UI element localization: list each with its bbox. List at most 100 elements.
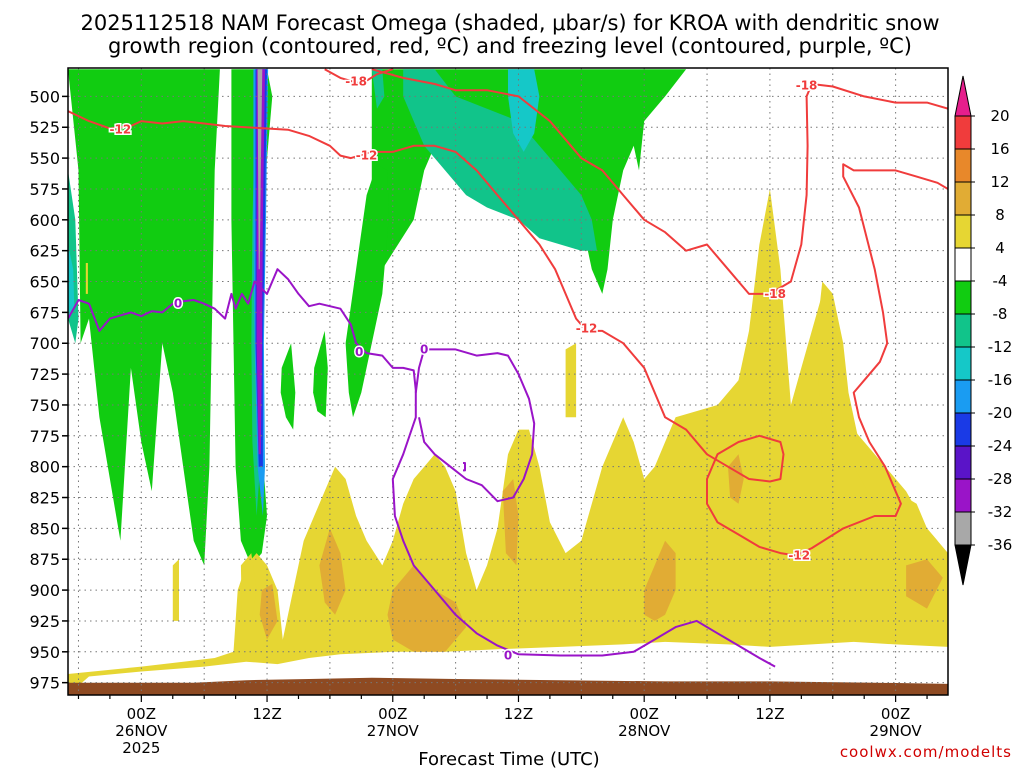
positive-omega-region-4 xyxy=(240,553,257,621)
omega-region-14 xyxy=(508,69,540,152)
freezing-contour-line-2 xyxy=(414,348,536,503)
terrain-group xyxy=(68,677,948,695)
positive-omega-region-8 xyxy=(502,479,519,566)
colorbar-bin-8 xyxy=(954,379,972,414)
y-tick-label-875: 875 xyxy=(29,550,60,569)
terrain-fill xyxy=(68,677,948,695)
y-tick-label-850: 850 xyxy=(29,519,60,538)
dendritic-contour-label-2: -18 xyxy=(764,287,786,301)
y-tick-label-575: 575 xyxy=(29,180,60,199)
x-tick-date-4: 28NOV xyxy=(618,722,671,740)
credit-text: coolwx.com/modelts xyxy=(840,743,1012,761)
freezing-contour-label-3: 0 xyxy=(504,649,512,663)
dendritic-contour-line-1 xyxy=(371,68,948,295)
x-tick-label-0: 00Z xyxy=(127,705,156,723)
positive-omega-region-11 xyxy=(906,559,943,609)
positive-omega-region-5 xyxy=(319,528,346,615)
colorbar-label-4: 4 xyxy=(995,239,1005,257)
positive-omega-region-3 xyxy=(172,559,179,621)
freezing-contour-line-0 xyxy=(68,268,776,668)
y-tick-label-950: 950 xyxy=(29,643,60,662)
x-tick-date-0: 26NOV xyxy=(115,722,168,740)
omega-region-8 xyxy=(257,69,263,270)
colorbar-label-1: 16 xyxy=(990,140,1009,158)
positive-omega-region-2 xyxy=(565,343,577,418)
dendritic-contour-label-5: -12 xyxy=(576,321,598,335)
y-tick-label-925: 925 xyxy=(29,612,60,631)
colorbar-bin-12 xyxy=(954,511,972,546)
colorbar-label-6: -8 xyxy=(993,305,1008,323)
x-tick-label-2: 00Z xyxy=(378,705,407,723)
colorbar-bin-6 xyxy=(954,313,972,348)
chart-title-line-1: 2025112518 NAM Forecast Omega (shaded, μ… xyxy=(80,11,939,35)
colorbar-label-8: -16 xyxy=(988,371,1013,389)
colorbar-label-3: 8 xyxy=(995,206,1005,224)
y-tick-label-675: 675 xyxy=(29,303,60,322)
plot-frame xyxy=(67,67,949,696)
y-tick-label-750: 750 xyxy=(29,396,60,415)
y-tick-label-775: 775 xyxy=(29,427,60,446)
y-tick-label-525: 525 xyxy=(29,118,60,137)
omega-region-9 xyxy=(280,343,296,430)
x-tick-label-4: 00Z xyxy=(630,705,659,723)
omega-region-2 xyxy=(68,244,75,319)
positive-omega-group xyxy=(68,189,948,695)
colorbar: 20 16 12 8 4 -4 -8 -12 -16 -20 -24 -28 -32 -36 xyxy=(954,75,1013,586)
freezing-level-contours-group xyxy=(68,268,776,668)
x-tick-label-6: 00Z xyxy=(881,705,910,723)
colorbar-label-7: -12 xyxy=(988,338,1013,356)
omega-region-10 xyxy=(313,330,328,418)
colorbar-label-10: -24 xyxy=(988,437,1013,455)
x-tick-label-3: 12Z xyxy=(504,705,533,723)
x-tick-label-5: 12Z xyxy=(755,705,784,723)
y-tick-label-700: 700 xyxy=(29,334,60,353)
dendritic-contour-label-4: -12 xyxy=(356,149,378,163)
freezing-contour-label-0: 0 xyxy=(174,297,182,311)
colorbar-label-0: 20 xyxy=(990,107,1009,125)
colorbar-label-5: -4 xyxy=(993,272,1008,290)
positive-omega-region-0 xyxy=(68,189,948,695)
y-tick-label-625: 625 xyxy=(29,242,60,261)
small-mark-0 xyxy=(85,263,88,294)
colorbar-bin-3 xyxy=(954,214,972,249)
dendritic-contour-line-3 xyxy=(68,110,948,557)
colorbar-bin-10 xyxy=(954,445,972,480)
y-tick-label-800: 800 xyxy=(29,458,60,477)
dendritic-contours-group xyxy=(68,68,948,557)
y-tick-label-550: 550 xyxy=(29,149,60,168)
colorbar-label-12: -32 xyxy=(988,503,1013,521)
x-tick-year-0: 2025 xyxy=(122,739,160,757)
y-tick-label-600: 600 xyxy=(29,211,60,230)
y-tick-label-975: 975 xyxy=(29,674,60,693)
y-tick-label-500: 500 xyxy=(29,87,60,106)
freezing-contour-label-2: 0 xyxy=(420,342,428,356)
dendritic-contour-label-6: -12 xyxy=(788,549,810,563)
y-tick-label-650: 650 xyxy=(29,273,60,292)
y-tick-label-900: 900 xyxy=(29,581,60,600)
colorbar-label-13: -36 xyxy=(988,536,1013,554)
x-tick-date-2: 27NOV xyxy=(367,722,420,740)
plot-area: -18 -18 -18 -12 -12 -12 -12 0 0 0 0 xyxy=(68,68,948,695)
grid-group xyxy=(68,68,948,695)
omega-region-0 xyxy=(68,69,220,566)
omega-region-15 xyxy=(371,69,385,109)
x-tick-date-6: 29NOV xyxy=(870,722,923,740)
dendritic-contour-label-3: -12 xyxy=(110,123,132,137)
y-tick-label-725: 725 xyxy=(29,365,60,384)
colorbar-label-2: 12 xyxy=(990,173,1009,191)
colorbar-bin-0 xyxy=(954,115,972,150)
colorbar-bin-2 xyxy=(954,181,972,216)
omega-region-13 xyxy=(403,69,597,251)
positive-omega-region-6 xyxy=(259,583,278,640)
x-axis-title: Forecast Time (UTC) xyxy=(418,749,599,768)
contour-labels-group: -18 -18 -18 -12 -12 -12 -12 0 0 0 0 xyxy=(108,73,819,664)
freezing-contour-label-1: 0 xyxy=(355,345,363,359)
y-tick-label-825: 825 xyxy=(29,489,60,508)
colorbar-bin-11 xyxy=(954,478,972,513)
colorbar-bin-4 xyxy=(954,247,972,282)
omega-shading-group xyxy=(68,69,687,566)
freezing-contour-line-4 xyxy=(463,462,466,472)
colorbar-label-11: -28 xyxy=(988,470,1013,488)
